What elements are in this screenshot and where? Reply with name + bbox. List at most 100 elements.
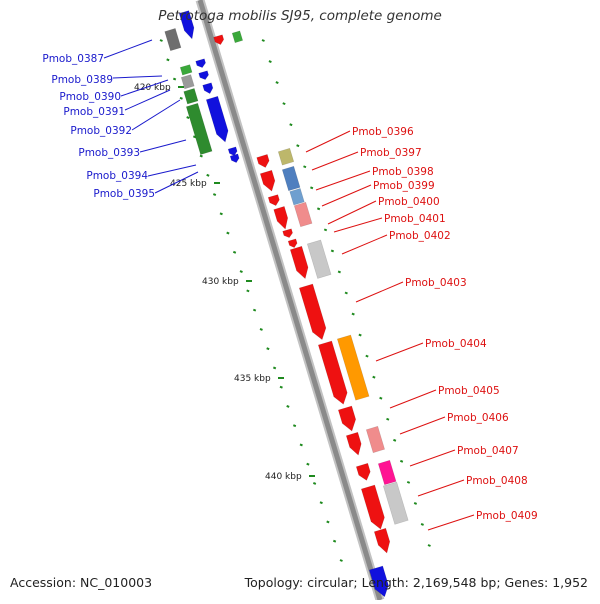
outer-tick-mark — [261, 39, 265, 42]
reverse-gene-block — [382, 481, 409, 525]
outer-tick-mark — [303, 165, 307, 169]
inner-tick-mark — [259, 327, 263, 331]
outer-tick-mark — [351, 312, 355, 316]
gene-label: Pmob_0409 — [476, 510, 538, 522]
gene-leader-line — [375, 342, 424, 362]
inner-tick-mark — [272, 366, 277, 370]
outer-tick-mark — [296, 144, 300, 148]
forward-gene-block — [180, 74, 195, 90]
gene-label: Pmob_0393 — [78, 147, 140, 159]
accession-text: Accession: NC_010003 — [10, 575, 153, 590]
inner-tick-mark — [172, 77, 177, 81]
outer-tick-mark — [316, 207, 321, 211]
inner-tick-mark — [239, 270, 243, 274]
scale-label: 435 kbp — [234, 374, 271, 384]
inner-tick-mark — [339, 559, 343, 562]
outer-tick-mark — [393, 438, 397, 442]
reverse-gene-block — [273, 206, 289, 230]
reverse-gene-block — [368, 565, 389, 598]
gene-leader-line — [139, 139, 187, 153]
forward-gene-block — [195, 58, 206, 69]
reverse-gene-block — [360, 484, 385, 530]
inner-tick-mark — [212, 193, 217, 197]
reverse-gene-block — [259, 169, 276, 192]
gene-leader-line — [409, 449, 456, 467]
gene-label: Pmob_0408 — [466, 475, 528, 487]
forward-gene-block — [202, 82, 214, 94]
reverse-gene-block — [317, 340, 348, 405]
reverse-gene-block — [373, 527, 391, 554]
outer-tick-mark — [358, 333, 362, 337]
outer-tick-mark — [289, 123, 293, 127]
reverse-gene-block — [256, 154, 270, 168]
gene-leader-line — [305, 130, 351, 153]
gene-label: Pmob_0404 — [425, 338, 487, 350]
gene-label: Pmob_0397 — [360, 147, 422, 159]
inner-tick-mark — [326, 520, 330, 524]
forward-gene-block — [178, 10, 195, 40]
backbone — [197, 0, 383, 601]
inner-tick-mark — [286, 404, 290, 408]
gene-label: Pmob_0389 — [51, 74, 113, 86]
forward-gene-block — [183, 88, 199, 105]
gene-leader-line — [147, 164, 197, 177]
reverse-gene-block — [213, 34, 225, 46]
outer-tick-mark — [330, 249, 335, 253]
inner-tick-mark — [252, 308, 257, 312]
inner-tick-mark — [206, 173, 210, 177]
forward-gene-block — [164, 28, 182, 52]
outer-tick-mark — [337, 270, 341, 274]
reverse-gene-block — [337, 405, 357, 432]
forward-gene-block — [227, 146, 238, 157]
outer-tick-mark — [427, 544, 431, 547]
inner-tick-mark — [226, 231, 230, 235]
gene-label: Pmob_0400 — [378, 196, 440, 208]
inner-tick-mark — [312, 482, 317, 485]
gene-label: Pmob_0406 — [447, 412, 509, 424]
outer-tick-mark — [386, 417, 390, 421]
inner-tick-mark — [232, 250, 237, 254]
inner-tick-mark — [266, 347, 270, 351]
gene-leader-line — [131, 99, 181, 131]
inner-tick-mark — [219, 212, 223, 216]
gene-label: Pmob_0387 — [42, 53, 104, 65]
gene-label: Pmob_0391 — [63, 106, 125, 118]
reverse-gene-block — [355, 462, 371, 481]
gene-leader-line — [120, 79, 169, 97]
genome-title: Petrotoga mobilis SJ95, complete genome — [158, 8, 442, 24]
gene-label: Pmob_0405 — [438, 385, 500, 397]
outer-tick-mark — [372, 375, 376, 379]
inner-tick-mark — [292, 424, 297, 428]
outer-tick-mark — [399, 459, 404, 463]
gene-leader-line — [355, 281, 404, 303]
outer-tick-mark — [282, 102, 286, 106]
reverse-gene-block — [298, 283, 327, 341]
reverse-gene-block — [365, 425, 386, 454]
inner-tick-mark — [159, 39, 163, 42]
gene-leader-line — [327, 200, 377, 225]
gene-label: Pmob_0395 — [93, 188, 155, 200]
gene-label: Pmob_0399 — [373, 180, 435, 192]
gene-leader-line — [417, 479, 465, 497]
inner-tick-mark — [306, 462, 310, 466]
inner-tick-mark — [332, 539, 337, 543]
gene-leader-line — [124, 89, 171, 111]
outer-tick-mark — [344, 291, 348, 295]
outer-tick-mark — [275, 81, 279, 85]
outer-tick-mark — [268, 60, 272, 63]
outer-tick-mark — [420, 523, 424, 526]
gene-leader-line — [103, 39, 153, 59]
inner-tick-mark — [179, 96, 183, 100]
outer-tick-mark — [379, 396, 383, 400]
forward-gene-block — [185, 102, 213, 155]
gene-leader-line — [427, 514, 475, 531]
outer-tick-mark — [406, 480, 411, 484]
reverse-gene-block — [289, 188, 305, 206]
gene-leader-line — [399, 416, 446, 435]
scale-label: 430 kbp — [202, 277, 239, 287]
gene-label: Pmob_0402 — [389, 230, 451, 242]
outer-tick-mark — [365, 354, 369, 358]
forward-gene-block — [205, 95, 229, 143]
